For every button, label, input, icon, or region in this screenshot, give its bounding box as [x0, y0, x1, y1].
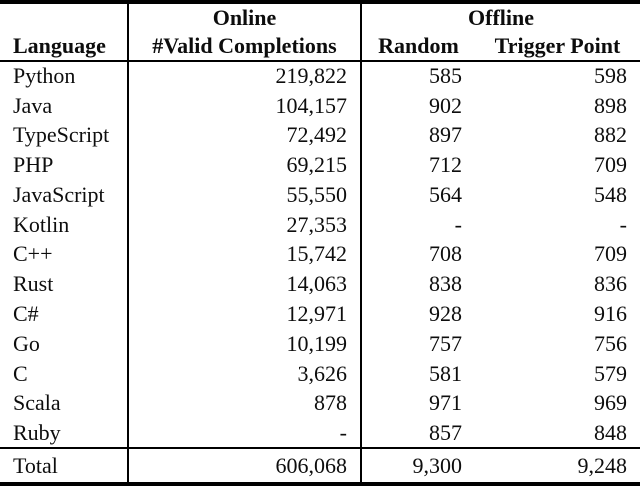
column-header-trigger-point: Trigger Point [475, 32, 640, 62]
table-row-c: C 3,626 581 579 [0, 358, 640, 389]
table-row-php: PHP 69,215 712 709 [0, 150, 640, 181]
trigger-point-cell: 579 [594, 360, 627, 386]
random-cell: 838 [429, 271, 462, 297]
total-row: Total 606,068 9,300 9,248 [0, 447, 640, 484]
trigger-point-cell: 709 [594, 152, 627, 178]
valid-completions-cell: 27,353 [128, 209, 362, 240]
language-cell: Ruby [0, 418, 129, 448]
random-cell: 585 [429, 63, 462, 89]
valid-completions-cell: 104,157 [128, 90, 362, 121]
table-row-scala: Scala 878 971 969 [0, 388, 640, 419]
table-row-cpp: C++ 15,742 708 709 [0, 239, 640, 270]
language-cell: Rust [0, 269, 129, 300]
trigger-point-cell: 709 [594, 241, 627, 267]
table-row-kotlin: Kotlin 27,353 - - [0, 209, 640, 240]
column-header-valid-completions: #Valid Completions [128, 32, 362, 62]
valid-completions-cell: 72,492 [128, 120, 362, 151]
random-cell: 928 [429, 301, 462, 326]
total-random-cell: 9,300 [361, 447, 475, 484]
group-header-spacer [0, 2, 129, 32]
table-row-java: Java 104,157 902 898 [0, 90, 640, 121]
table-row-python: Python 219,822 585 598 [0, 61, 640, 91]
random-cell: 708 [429, 241, 462, 267]
group-header-online: Online [128, 2, 362, 32]
table-row-csharp: C# 12,971 928 916 [0, 299, 640, 329]
trigger-point-cell: - [619, 211, 627, 237]
trigger-point-cell: 598 [594, 63, 627, 89]
random-cell: 857 [429, 419, 462, 445]
language-cell: Python [0, 61, 129, 91]
valid-completions-cell: 15,742 [128, 239, 362, 270]
valid-completions-cell: 3,626 [128, 358, 362, 389]
random-cell: 897 [429, 122, 462, 148]
trigger-point-cell: 882 [594, 122, 627, 148]
valid-completions-cell: 55,550 [128, 180, 362, 210]
table-row-javascript: JavaScript 55,550 564 548 [0, 180, 640, 210]
trigger-point-cell: 916 [594, 301, 627, 326]
random-cell: - [454, 211, 462, 237]
column-header-random: Random [361, 32, 475, 62]
language-cell: Java [0, 90, 129, 121]
table-header: Online Offline Language #Valid Completio… [0, 2, 640, 62]
language-cell: Scala [0, 388, 129, 419]
total-trigger-point-cell: 9,248 [475, 447, 640, 484]
table-row-typescript: TypeScript 72,492 897 882 [0, 120, 640, 151]
random-cell: 712 [429, 152, 462, 178]
group-header-row: Online Offline [0, 2, 640, 32]
trigger-point-cell: 969 [594, 390, 627, 416]
total-label-cell: Total [0, 447, 129, 484]
total-valid-completions-cell: 606,068 [128, 447, 362, 484]
trigger-point-cell: 898 [594, 92, 627, 118]
table-row-rust: Rust 14,063 838 836 [0, 269, 640, 300]
table-row-ruby: Ruby - 857 848 [0, 418, 640, 448]
random-cell: 971 [429, 390, 462, 416]
trigger-point-cell: 848 [594, 419, 627, 445]
valid-completions-cell: 219,822 [128, 61, 362, 91]
valid-completions-cell: 12,971 [128, 299, 362, 329]
language-cell: JavaScript [0, 180, 129, 210]
column-header-row: Language #Valid Completions Random Trigg… [0, 32, 640, 62]
random-cell: 564 [429, 181, 462, 207]
valid-completions-cell: 14,063 [128, 269, 362, 300]
table-row-go: Go 10,199 757 756 [0, 328, 640, 359]
language-cell: C++ [0, 239, 129, 270]
group-header-offline: Offline [468, 5, 534, 30]
language-cell: Go [0, 328, 129, 359]
table-body: Python 219,822 585 598 Java 104,157 902 … [0, 61, 640, 448]
language-cell: Kotlin [0, 209, 129, 240]
valid-completions-cell: 69,215 [128, 150, 362, 181]
language-cell: C [0, 358, 129, 389]
trigger-point-cell: 836 [594, 271, 627, 297]
column-header-language: Language [0, 32, 129, 62]
trigger-point-cell: 756 [594, 330, 627, 356]
random-cell: 581 [429, 360, 462, 386]
language-cell: TypeScript [0, 120, 129, 151]
language-cell: C# [0, 299, 129, 329]
valid-completions-cell: 878 [128, 388, 362, 419]
valid-completions-cell: - [128, 418, 362, 448]
language-cell: PHP [0, 150, 129, 181]
valid-completions-cell: 10,199 [128, 328, 362, 359]
random-cell: 757 [429, 330, 462, 356]
table-footer: Total 606,068 9,300 9,248 [0, 447, 640, 484]
trigger-point-cell: 548 [594, 181, 627, 207]
random-cell: 902 [429, 92, 462, 118]
